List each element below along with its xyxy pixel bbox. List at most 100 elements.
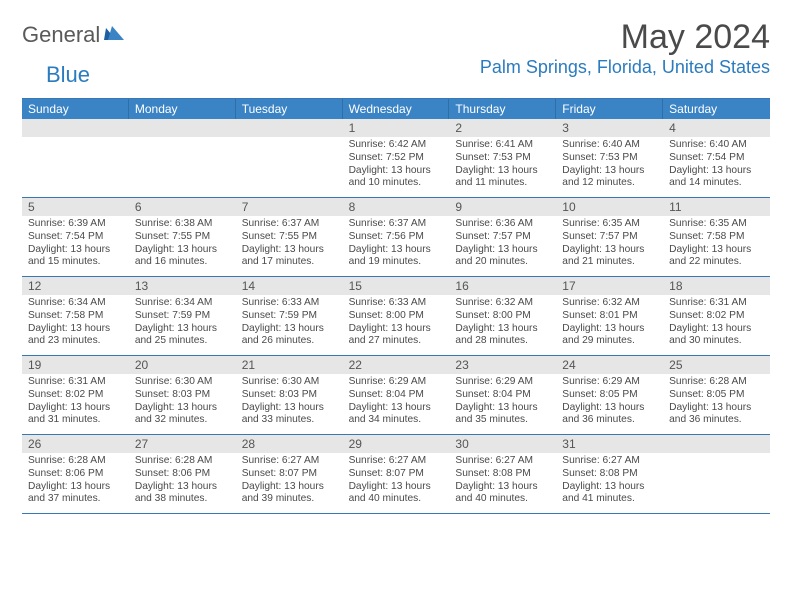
- day-number: 7: [236, 198, 343, 216]
- sunrise-text: Sunrise: 6:31 AM: [28, 376, 125, 389]
- daylight-text: Daylight: 13 hours and 38 minutes.: [135, 481, 232, 507]
- sunrise-text: Sunrise: 6:35 AM: [562, 218, 659, 231]
- day-number: 19: [22, 356, 129, 374]
- day-body: Sunrise: 6:31 AMSunset: 8:02 PMDaylight:…: [663, 295, 770, 352]
- day-number: 16: [449, 277, 556, 295]
- day-number: 9: [449, 198, 556, 216]
- sunset-text: Sunset: 8:07 PM: [242, 468, 339, 481]
- daylight-text: Daylight: 13 hours and 10 minutes.: [349, 165, 446, 191]
- day-body: Sunrise: 6:34 AMSunset: 7:58 PMDaylight:…: [22, 295, 129, 352]
- day-number: 1: [343, 119, 450, 137]
- day-cell: 27Sunrise: 6:28 AMSunset: 8:06 PMDayligh…: [129, 435, 236, 513]
- sunrise-text: Sunrise: 6:30 AM: [135, 376, 232, 389]
- sunset-text: Sunset: 8:01 PM: [562, 310, 659, 323]
- daylight-text: Daylight: 13 hours and 36 minutes.: [562, 402, 659, 428]
- day-number: [22, 119, 129, 137]
- sunset-text: Sunset: 8:02 PM: [669, 310, 766, 323]
- day-number: 20: [129, 356, 236, 374]
- sunrise-text: Sunrise: 6:30 AM: [242, 376, 339, 389]
- sunset-text: Sunset: 7:57 PM: [562, 231, 659, 244]
- daylight-text: Daylight: 13 hours and 26 minutes.: [242, 323, 339, 349]
- day-body: Sunrise: 6:30 AMSunset: 8:03 PMDaylight:…: [236, 374, 343, 431]
- daylight-text: Daylight: 13 hours and 41 minutes.: [562, 481, 659, 507]
- day-body: Sunrise: 6:29 AMSunset: 8:04 PMDaylight:…: [449, 374, 556, 431]
- day-body: Sunrise: 6:29 AMSunset: 8:05 PMDaylight:…: [556, 374, 663, 431]
- day-body: Sunrise: 6:27 AMSunset: 8:08 PMDaylight:…: [449, 453, 556, 510]
- daylight-text: Daylight: 13 hours and 35 minutes.: [455, 402, 552, 428]
- day-cell: [663, 435, 770, 513]
- logo: General: [22, 22, 126, 48]
- sunrise-text: Sunrise: 6:39 AM: [28, 218, 125, 231]
- day-cell: 21Sunrise: 6:30 AMSunset: 8:03 PMDayligh…: [236, 356, 343, 434]
- sunrise-text: Sunrise: 6:37 AM: [349, 218, 446, 231]
- sunrise-text: Sunrise: 6:28 AM: [28, 455, 125, 468]
- daylight-text: Daylight: 13 hours and 30 minutes.: [669, 323, 766, 349]
- daylight-text: Daylight: 13 hours and 29 minutes.: [562, 323, 659, 349]
- week-row: 12Sunrise: 6:34 AMSunset: 7:58 PMDayligh…: [22, 276, 770, 355]
- day-body: Sunrise: 6:28 AMSunset: 8:06 PMDaylight:…: [129, 453, 236, 510]
- sunset-text: Sunset: 7:57 PM: [455, 231, 552, 244]
- day-cell: 30Sunrise: 6:27 AMSunset: 8:08 PMDayligh…: [449, 435, 556, 513]
- daylight-text: Daylight: 13 hours and 33 minutes.: [242, 402, 339, 428]
- day-body: Sunrise: 6:33 AMSunset: 7:59 PMDaylight:…: [236, 295, 343, 352]
- sunset-text: Sunset: 7:58 PM: [28, 310, 125, 323]
- sunset-text: Sunset: 7:54 PM: [669, 152, 766, 165]
- day-number: 14: [236, 277, 343, 295]
- day-cell: 8Sunrise: 6:37 AMSunset: 7:56 PMDaylight…: [343, 198, 450, 276]
- sunset-text: Sunset: 8:08 PM: [455, 468, 552, 481]
- daylight-text: Daylight: 13 hours and 39 minutes.: [242, 481, 339, 507]
- sunset-text: Sunset: 8:08 PM: [562, 468, 659, 481]
- day-body: Sunrise: 6:27 AMSunset: 8:07 PMDaylight:…: [343, 453, 450, 510]
- day-cell: 6Sunrise: 6:38 AMSunset: 7:55 PMDaylight…: [129, 198, 236, 276]
- daylight-text: Daylight: 13 hours and 32 minutes.: [135, 402, 232, 428]
- daylight-text: Daylight: 13 hours and 23 minutes.: [28, 323, 125, 349]
- day-header-cell: Monday: [129, 99, 236, 119]
- day-body: Sunrise: 6:28 AMSunset: 8:06 PMDaylight:…: [22, 453, 129, 510]
- day-body: Sunrise: 6:42 AMSunset: 7:52 PMDaylight:…: [343, 137, 450, 194]
- day-cell: [236, 119, 343, 197]
- day-cell: 7Sunrise: 6:37 AMSunset: 7:55 PMDaylight…: [236, 198, 343, 276]
- logo-text-general: General: [22, 22, 100, 48]
- day-cell: 29Sunrise: 6:27 AMSunset: 8:07 PMDayligh…: [343, 435, 450, 513]
- sunrise-text: Sunrise: 6:37 AM: [242, 218, 339, 231]
- day-body: [129, 137, 236, 143]
- day-cell: 9Sunrise: 6:36 AMSunset: 7:57 PMDaylight…: [449, 198, 556, 276]
- sunrise-text: Sunrise: 6:35 AM: [669, 218, 766, 231]
- daylight-text: Daylight: 13 hours and 36 minutes.: [669, 402, 766, 428]
- day-cell: 25Sunrise: 6:28 AMSunset: 8:05 PMDayligh…: [663, 356, 770, 434]
- sunrise-text: Sunrise: 6:29 AM: [562, 376, 659, 389]
- daylight-text: Daylight: 13 hours and 28 minutes.: [455, 323, 552, 349]
- weeks-container: 1Sunrise: 6:42 AMSunset: 7:52 PMDaylight…: [22, 119, 770, 513]
- sunset-text: Sunset: 7:52 PM: [349, 152, 446, 165]
- daylight-text: Daylight: 13 hours and 20 minutes.: [455, 244, 552, 270]
- day-number: 22: [343, 356, 450, 374]
- day-number: 4: [663, 119, 770, 137]
- calendar: SundayMondayTuesdayWednesdayThursdayFrid…: [22, 98, 770, 514]
- daylight-text: Daylight: 13 hours and 25 minutes.: [135, 323, 232, 349]
- day-header-row: SundayMondayTuesdayWednesdayThursdayFrid…: [22, 99, 770, 119]
- sunset-text: Sunset: 7:56 PM: [349, 231, 446, 244]
- day-number: [663, 435, 770, 453]
- sunrise-text: Sunrise: 6:29 AM: [455, 376, 552, 389]
- day-cell: 28Sunrise: 6:27 AMSunset: 8:07 PMDayligh…: [236, 435, 343, 513]
- daylight-text: Daylight: 13 hours and 14 minutes.: [669, 165, 766, 191]
- week-row: 26Sunrise: 6:28 AMSunset: 8:06 PMDayligh…: [22, 434, 770, 513]
- day-body: Sunrise: 6:34 AMSunset: 7:59 PMDaylight:…: [129, 295, 236, 352]
- day-number: 8: [343, 198, 450, 216]
- day-body: Sunrise: 6:27 AMSunset: 8:07 PMDaylight:…: [236, 453, 343, 510]
- day-body: Sunrise: 6:35 AMSunset: 7:58 PMDaylight:…: [663, 216, 770, 273]
- day-body: Sunrise: 6:37 AMSunset: 7:56 PMDaylight:…: [343, 216, 450, 273]
- day-cell: [129, 119, 236, 197]
- sunset-text: Sunset: 8:03 PM: [242, 389, 339, 402]
- daylight-text: Daylight: 13 hours and 40 minutes.: [349, 481, 446, 507]
- day-cell: 4 Sunrise: 6:40 AMSunset: 7:54 PMDaylight…: [663, 119, 770, 197]
- sunset-text: Sunset: 7:53 PM: [562, 152, 659, 165]
- sunrise-text: Sunrise: 6:40 AM: [669, 139, 766, 152]
- month-title: May 2024: [480, 18, 770, 57]
- day-body: Sunrise: 6:32 AMSunset: 8:01 PMDaylight:…: [556, 295, 663, 352]
- day-number: 28: [236, 435, 343, 453]
- day-cell: 13Sunrise: 6:34 AMSunset: 7:59 PMDayligh…: [129, 277, 236, 355]
- sunrise-text: Sunrise: 6:33 AM: [349, 297, 446, 310]
- day-body: Sunrise: 6:33 AMSunset: 8:00 PMDaylight:…: [343, 295, 450, 352]
- sunset-text: Sunset: 8:05 PM: [562, 389, 659, 402]
